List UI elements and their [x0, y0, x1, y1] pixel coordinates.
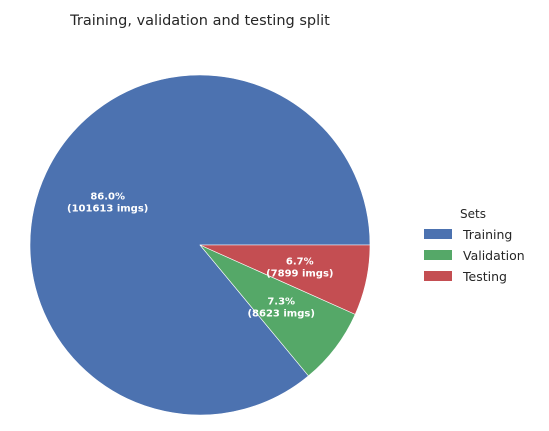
pie-slice-testing [199, 244, 371, 315]
pie-slice-count: (8623 imgs) [247, 309, 314, 320]
legend: Sets Training Validation Testing [424, 207, 525, 284]
legend-items: Training Validation Testing [424, 227, 525, 284]
legend-title: Sets [460, 207, 486, 221]
pie-slice-label-testing: 6.7% (7899 imgs) [266, 256, 333, 279]
pie-slice-percent: 6.7% [286, 256, 314, 267]
legend-swatch-testing [424, 271, 452, 281]
pie-slice-label-validation: 7.3% (8623 imgs) [247, 297, 314, 320]
pie-slice-count: (7899 imgs) [266, 268, 333, 279]
legend-label-testing: Testing [462, 269, 507, 284]
pie-slice-count: (101613 imgs) [67, 204, 148, 215]
pie-slice-percent: 86.0% [90, 192, 125, 203]
legend-label-validation: Validation [463, 248, 525, 263]
pie-slice-label-training: 86.0% (101613 imgs) [67, 192, 148, 215]
pie-slice-percent: 7.3% [267, 297, 295, 308]
legend-swatch-training [424, 229, 452, 239]
pie-slice-training [29, 74, 371, 416]
chart-title: Training, validation and testing split [69, 13, 330, 29]
legend-swatch-validation [424, 250, 452, 260]
pie-slices [29, 74, 371, 416]
pie-slice-labels: 86.0% (101613 imgs) 7.3% (8623 imgs) 6.7% (78… [67, 192, 333, 320]
legend-label-training: Training [462, 227, 512, 242]
